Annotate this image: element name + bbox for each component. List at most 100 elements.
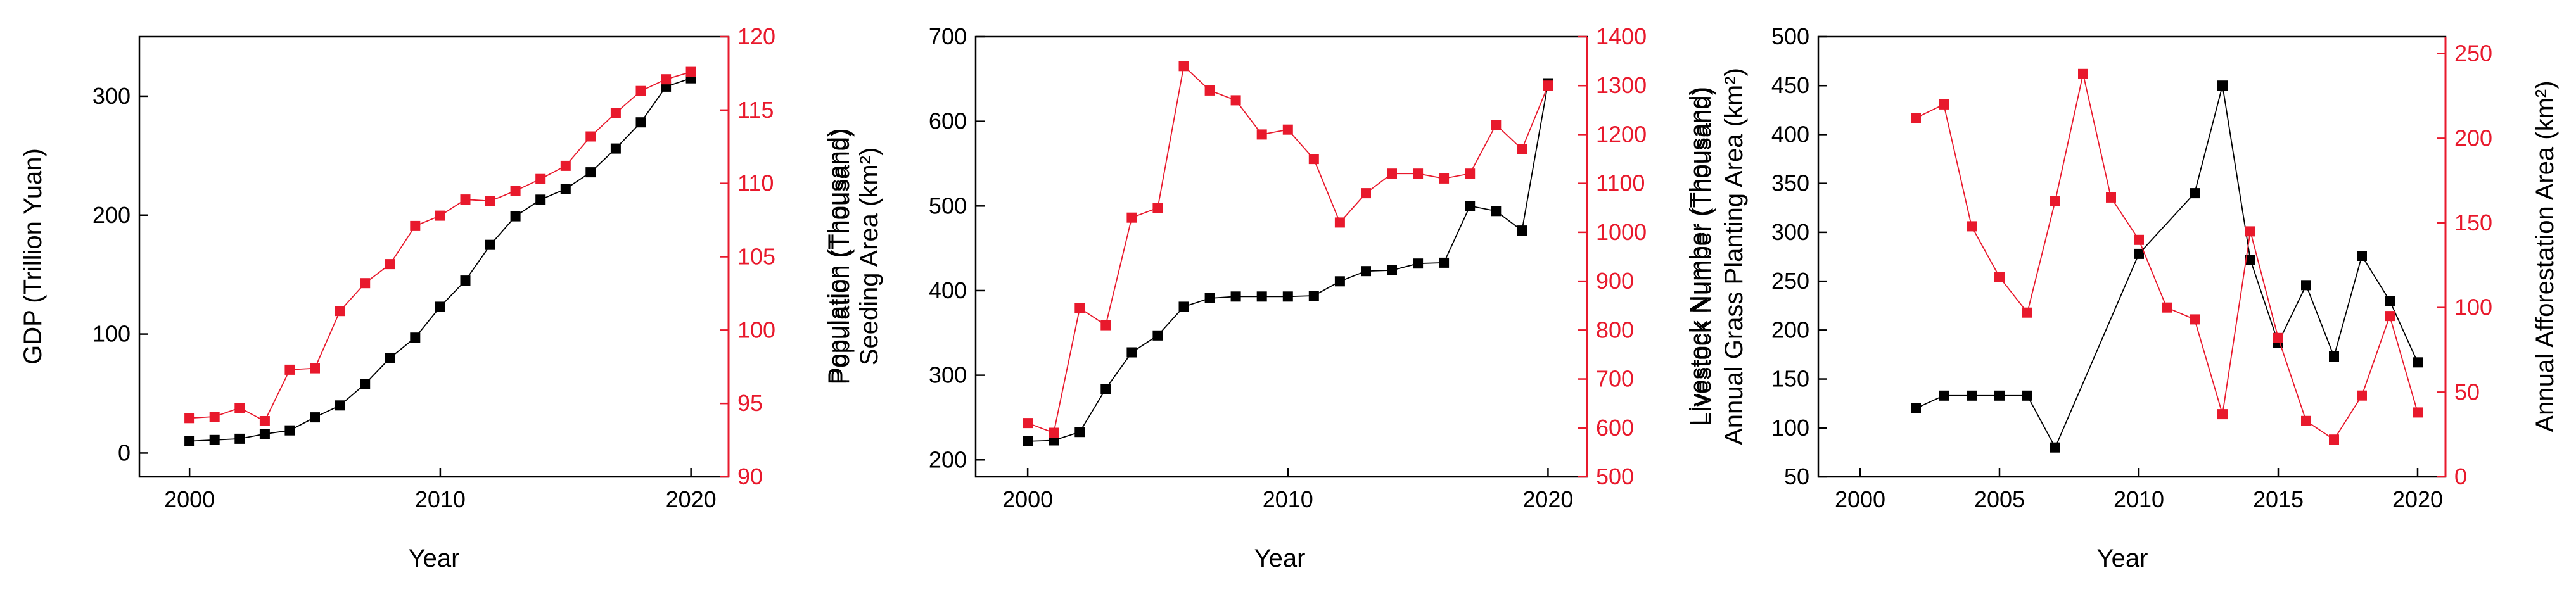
data-point-left (2385, 296, 2395, 306)
data-point-left (184, 436, 195, 446)
left-y-tick-label: 250 (1771, 268, 1809, 294)
data-point-right (610, 108, 621, 118)
right-y-tick-label: 100 (737, 317, 775, 343)
x-tick-label: 2010 (415, 486, 466, 512)
data-point-right (1230, 95, 1241, 106)
data-point-left (1230, 291, 1241, 302)
data-point-left (535, 194, 546, 205)
series-line-right (1027, 65, 1549, 434)
data-point-right (585, 131, 596, 142)
data-point-right (485, 196, 495, 206)
tick-layer: 2000 2010 2020 200 300 400 500 600 700 500 600 700 8… (929, 23, 1647, 512)
data-point-right (310, 363, 320, 374)
panel-seeding-livestock: 2000 2010 2020 200 300 400 500 600 700 500 600 700 8… (824, 23, 1713, 572)
data-point-left (1939, 390, 1949, 401)
data-point-right (2134, 234, 2144, 245)
right-y-tick-label: 50 (2454, 379, 2480, 405)
data-point-left (2245, 255, 2255, 265)
data-point-left (1204, 293, 1215, 303)
data-point-left (585, 167, 596, 178)
x-tick-label: 2020 (1522, 486, 1573, 512)
data-point-left (1126, 347, 1137, 358)
data-point-right (1517, 144, 1527, 154)
right-y-tick-label: 115 (737, 97, 774, 123)
data-point-left (1994, 390, 2005, 401)
x-tick-label: 2020 (2392, 486, 2443, 512)
data-point-right (2357, 390, 2367, 401)
left-y-tick-label: 300 (1771, 219, 1809, 245)
series-layer (1911, 68, 2423, 453)
data-point-right (284, 364, 295, 375)
data-point-right (1049, 427, 1059, 438)
left-y-tick-label: 100 (1771, 415, 1809, 441)
data-point-left (1152, 330, 1163, 341)
data-point-left (485, 239, 495, 250)
data-point-right (635, 85, 646, 96)
data-point-right (335, 306, 345, 317)
data-point-right (1361, 188, 1371, 199)
right-y-axis-label: Livestock Number (Thousand) (1685, 87, 1713, 426)
right-y-tick-label: 110 (737, 170, 774, 196)
data-point-left (1178, 301, 1189, 312)
data-point-right (685, 66, 696, 77)
x-tick-label: 2015 (2253, 486, 2304, 512)
data-point-right (360, 278, 371, 289)
right-y-tick-label: 250 (2454, 41, 2492, 66)
data-point-left (2413, 357, 2423, 368)
x-axis-label: Year (409, 545, 460, 572)
data-point-right (1543, 80, 1553, 91)
data-point-left (1491, 206, 1502, 217)
data-point-right (1491, 120, 1502, 130)
data-point-right (1465, 168, 1476, 179)
x-tick-label: 2000 (1002, 486, 1053, 512)
data-point-right (460, 194, 471, 205)
data-point-right (209, 412, 220, 422)
data-point-right (1911, 113, 1921, 123)
data-point-right (1967, 221, 1977, 232)
x-tick-label: 2010 (2114, 486, 2164, 512)
data-point-right (2413, 407, 2423, 418)
series-line-left (1915, 85, 2418, 449)
data-point-left (1256, 291, 1267, 302)
data-point-right (410, 220, 421, 231)
data-point-right (1152, 203, 1163, 213)
right-y-tick-label: 1200 (1596, 121, 1647, 147)
data-point-right (535, 173, 546, 184)
tick-layer: 2000 2005 2010 2015 202050100150200250300350… (1771, 23, 2492, 512)
left-y-tick-label: 400 (1771, 121, 1809, 147)
data-point-left (510, 211, 521, 222)
panel-grass-afforestation: 2000 2005 2010 2015 202050100150200250300350… (1688, 23, 2559, 572)
plot-frame (138, 35, 730, 478)
data-point-right (1282, 124, 1293, 135)
data-point-left (209, 434, 220, 445)
data-point-right (1308, 154, 1319, 165)
data-point-right (2329, 434, 2339, 445)
left-y-tick-label: 400 (929, 277, 967, 303)
left-y-tick-label: 100 (92, 321, 131, 347)
x-tick-label: 2005 (1974, 486, 2025, 512)
data-point-left (1334, 276, 1345, 287)
data-point-right (2190, 314, 2200, 325)
left-y-tick-label: 50 (1784, 463, 1809, 489)
left-y-tick-label: 700 (929, 23, 967, 49)
data-point-right (1334, 217, 1345, 228)
left-y-axis-label-line-1: Livestock Number (Thousand) (1688, 87, 1716, 426)
right-y-tick-label: 1100 (1596, 170, 1645, 196)
data-point-left (385, 353, 395, 363)
right-y-axis-label: Population (Thousand) (827, 129, 855, 385)
data-point-left (610, 143, 621, 154)
right-y-tick-label: 200 (2454, 125, 2492, 151)
data-point-left (1074, 427, 1085, 438)
left-y-tick-label: 200 (929, 446, 967, 472)
data-point-left (2357, 251, 2367, 261)
right-y-tick-label: 500 (1596, 463, 1634, 489)
data-point-right (1994, 272, 2005, 282)
data-point-left (1439, 257, 1450, 268)
data-point-right (1100, 320, 1111, 331)
data-point-right (560, 160, 571, 171)
data-point-left (2050, 442, 2060, 453)
left-y-tick-label: 350 (1771, 170, 1809, 196)
data-point-right (2050, 196, 2060, 206)
data-point-right (259, 416, 270, 426)
data-point-left (1282, 291, 1293, 302)
